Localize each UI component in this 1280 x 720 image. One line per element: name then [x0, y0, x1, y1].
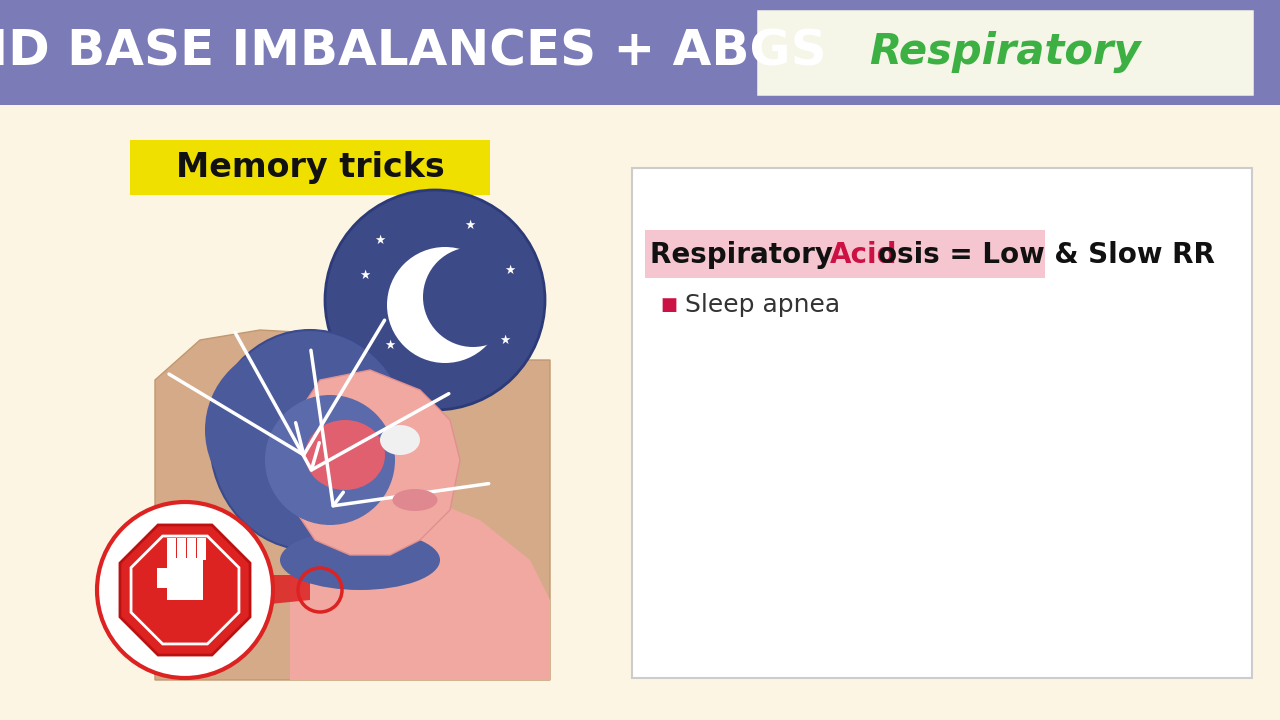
FancyBboxPatch shape [177, 538, 186, 560]
Ellipse shape [210, 330, 410, 550]
FancyBboxPatch shape [632, 168, 1252, 678]
FancyBboxPatch shape [157, 568, 168, 588]
Polygon shape [291, 490, 550, 680]
Polygon shape [155, 330, 550, 680]
Text: Acid: Acid [829, 241, 897, 269]
Text: ★: ★ [384, 338, 396, 351]
FancyBboxPatch shape [645, 230, 1044, 278]
Ellipse shape [265, 395, 396, 525]
Text: Respiratory: Respiratory [650, 241, 842, 269]
Circle shape [387, 247, 503, 363]
Text: Memory tricks: Memory tricks [175, 150, 444, 184]
Text: ★: ★ [465, 218, 476, 232]
Polygon shape [285, 370, 460, 555]
Polygon shape [120, 525, 250, 655]
Ellipse shape [393, 489, 438, 511]
FancyBboxPatch shape [187, 538, 196, 560]
FancyBboxPatch shape [0, 0, 1280, 105]
FancyBboxPatch shape [197, 538, 206, 560]
Circle shape [422, 247, 524, 347]
Text: ★: ★ [374, 233, 385, 246]
Text: ★: ★ [504, 264, 516, 276]
Text: ■: ■ [660, 296, 677, 314]
Ellipse shape [380, 425, 420, 455]
Ellipse shape [280, 530, 440, 590]
Text: ★: ★ [499, 333, 511, 346]
FancyBboxPatch shape [166, 558, 204, 600]
Polygon shape [260, 575, 310, 605]
FancyBboxPatch shape [131, 140, 490, 195]
Text: Sleep apnea: Sleep apnea [685, 293, 840, 317]
Wedge shape [205, 345, 291, 515]
Text: osis = Low & Slow RR: osis = Low & Slow RR [878, 241, 1215, 269]
Circle shape [97, 502, 273, 678]
Circle shape [325, 190, 545, 410]
FancyBboxPatch shape [755, 8, 1254, 97]
Text: Respiratory: Respiratory [869, 31, 1140, 73]
FancyBboxPatch shape [166, 538, 177, 560]
Ellipse shape [305, 420, 385, 490]
Text: ★: ★ [360, 269, 371, 282]
Text: ACID BASE IMBALANCES + ABGS: ACID BASE IMBALANCES + ABGS [0, 28, 827, 76]
